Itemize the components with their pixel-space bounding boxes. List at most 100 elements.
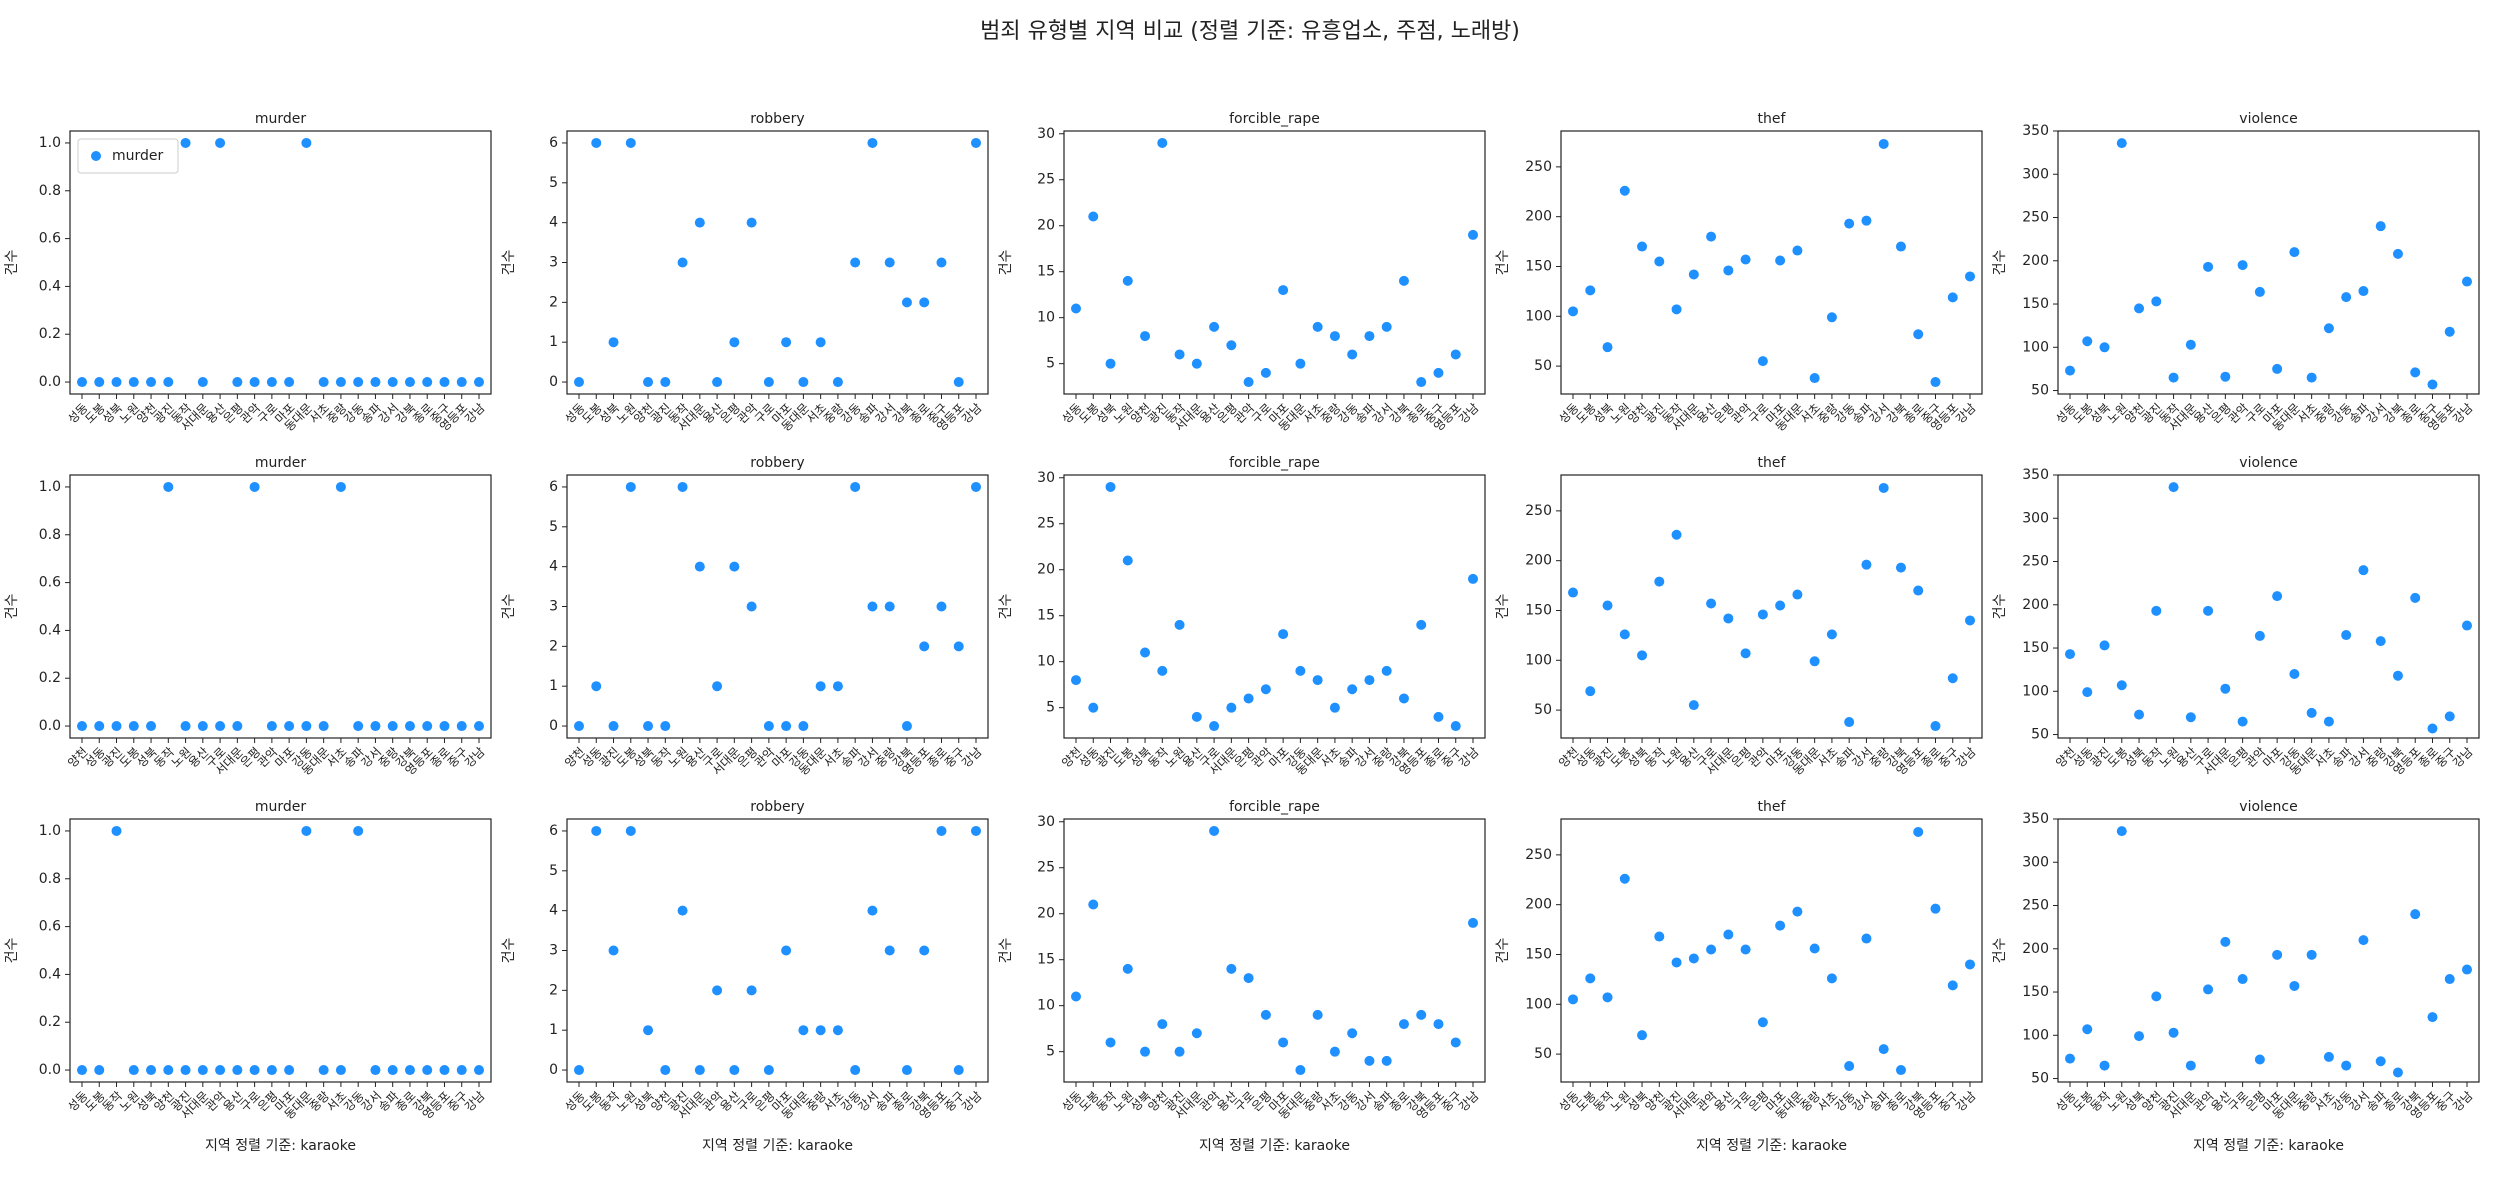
subplot-title: violence [2239, 111, 2297, 127]
subplot-title: murder [255, 111, 307, 127]
point [1122, 555, 1133, 566]
point [2392, 248, 2403, 259]
point [111, 721, 122, 732]
subplot-title: murder [255, 455, 307, 471]
point [1329, 702, 1340, 713]
x-tick-label: 강남 [1953, 401, 1979, 427]
point [2254, 286, 2265, 297]
point [2306, 949, 2317, 960]
point [850, 481, 861, 492]
point [781, 721, 792, 732]
point [2410, 592, 2421, 603]
point [2099, 1060, 2110, 1071]
point [284, 1065, 295, 1076]
y-axis-label: 건수 [998, 594, 1014, 620]
y-tick-label: 0.2 [39, 1014, 61, 1030]
y-tick-label: 150 [1525, 602, 1552, 618]
x-tick-label: 강남 [2450, 401, 2476, 427]
point [1844, 218, 1855, 229]
point [1861, 215, 1872, 226]
y-tick-label: 15 [1037, 952, 1055, 968]
point [712, 985, 723, 996]
point [1775, 920, 1786, 931]
point [1965, 615, 1975, 626]
point [1105, 1037, 1116, 1048]
point [1585, 686, 1596, 697]
point [2444, 974, 2455, 985]
y-tick-label: 0.6 [39, 575, 61, 591]
point [901, 1065, 912, 1076]
x-tick-label: 강남 [1456, 745, 1482, 771]
point [763, 721, 774, 732]
y-tick-label: 15 [1037, 608, 1055, 624]
point [1826, 629, 1837, 640]
point [94, 1065, 105, 1076]
point [1757, 609, 1768, 620]
point [1295, 665, 1306, 676]
point [1260, 1009, 1271, 1020]
y-tick-label: 5 [1046, 1044, 1055, 1060]
axes-frame [1560, 130, 1983, 395]
point [163, 481, 174, 492]
point [1364, 675, 1375, 686]
y-axis-label: 건수 [1495, 594, 1511, 620]
point [850, 257, 861, 268]
point [197, 377, 208, 388]
subplot-title: violence [2239, 455, 2297, 471]
y-axis-label: 건수 [4, 250, 20, 276]
y-tick-label: 25 [1037, 860, 1055, 876]
point [335, 377, 346, 388]
point [1226, 340, 1237, 351]
point [1913, 329, 1924, 340]
point [2341, 292, 2352, 303]
point [215, 137, 226, 148]
point [1740, 944, 1751, 955]
point [677, 905, 688, 916]
point [971, 481, 981, 492]
y-tick-label: 100 [1525, 652, 1552, 668]
point [94, 721, 105, 732]
y-tick-label: 25 [1037, 172, 1055, 188]
point [936, 601, 947, 612]
point [128, 721, 139, 732]
point [128, 1065, 139, 1076]
point [1243, 973, 1254, 984]
y-tick-label: 30 [1037, 470, 1055, 486]
point [2082, 687, 2093, 698]
point [474, 377, 484, 388]
subplot-title: robbery [750, 455, 804, 471]
axes-frame [69, 818, 492, 1083]
y-tick-label: 3 [549, 943, 558, 959]
point [1688, 953, 1699, 964]
point [1209, 825, 1220, 836]
point [353, 721, 364, 732]
y-tick-label: 30 [1037, 126, 1055, 142]
point [815, 681, 826, 692]
point [2444, 326, 2455, 337]
point [94, 377, 105, 388]
point [1671, 529, 1682, 540]
point [1381, 321, 1392, 332]
x-axis-label: 지역 정렬 기준: karaoke [702, 1138, 853, 1154]
point [284, 721, 295, 732]
subplot-title: forcible_rape [1229, 799, 1320, 815]
point [1416, 619, 1427, 630]
y-tick-label: 20 [1037, 218, 1055, 234]
point [2116, 138, 2127, 149]
point [2237, 716, 2248, 727]
point [318, 377, 329, 388]
point [936, 825, 947, 836]
point [335, 1065, 346, 1076]
point [2116, 826, 2127, 837]
point [2306, 372, 2317, 383]
point [1140, 331, 1151, 342]
point [1209, 321, 1220, 332]
point [1878, 482, 1889, 493]
y-axis-label: 건수 [1495, 250, 1511, 276]
y-tick-label: 1.0 [39, 823, 61, 839]
x-axis-label: 지역 정렬 기준: karaoke [1696, 1138, 1847, 1154]
point [232, 377, 243, 388]
y-axis-label: 건수 [501, 594, 517, 620]
y-tick-label: 100 [1525, 996, 1552, 1012]
point [2099, 640, 2110, 651]
